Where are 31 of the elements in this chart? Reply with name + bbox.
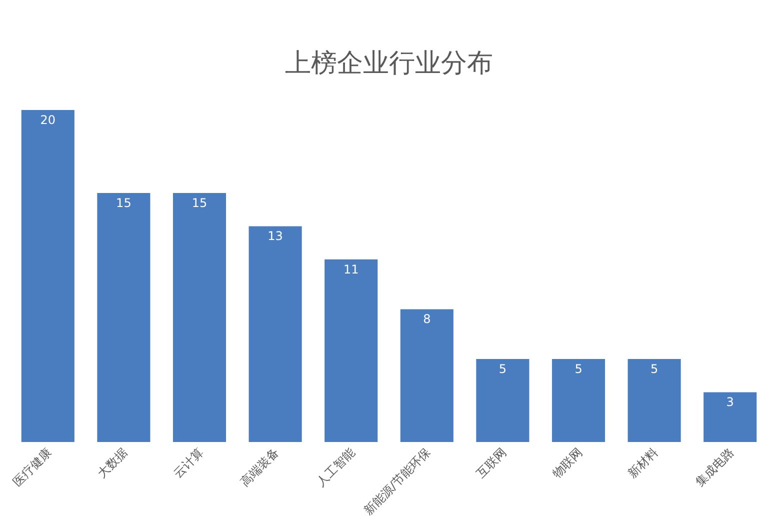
bar (248, 226, 302, 442)
data-label: 15 (192, 196, 208, 210)
x-tick-label: 互联网 (474, 445, 510, 481)
x-tick-label: 高端装备 (238, 445, 282, 490)
bar (97, 193, 150, 442)
data-label: 8 (423, 312, 431, 326)
x-tick-label: 云计算 (170, 445, 206, 481)
x-tick-label: 物联网 (550, 445, 585, 481)
x-tick-label: 新材料 (625, 445, 661, 481)
data-label: 5 (498, 362, 507, 376)
bar (704, 392, 757, 442)
x-tick-label: 人工智能 (314, 445, 358, 490)
bar (21, 110, 74, 442)
bar (552, 359, 606, 442)
x-tick-label: 新能源/节能环保 (361, 445, 434, 518)
data-label: 15 (116, 196, 132, 210)
bar (324, 259, 378, 442)
data-label: 20 (40, 113, 56, 127)
x-tick-label: 集成电路 (692, 445, 736, 490)
data-label: 3 (726, 395, 734, 410)
bar (476, 359, 530, 442)
bar (172, 193, 226, 442)
data-label: 13 (268, 229, 283, 244)
bar (400, 309, 454, 442)
x-tick-label: 大数据 (94, 445, 130, 481)
bar (628, 359, 681, 442)
data-label: 11 (343, 262, 359, 276)
data-label: 5 (574, 362, 582, 376)
chart-title: 上榜企业行业分布 (285, 48, 493, 78)
data-label: 5 (650, 362, 658, 376)
x-tick-label: 医疗健康 (10, 445, 54, 490)
